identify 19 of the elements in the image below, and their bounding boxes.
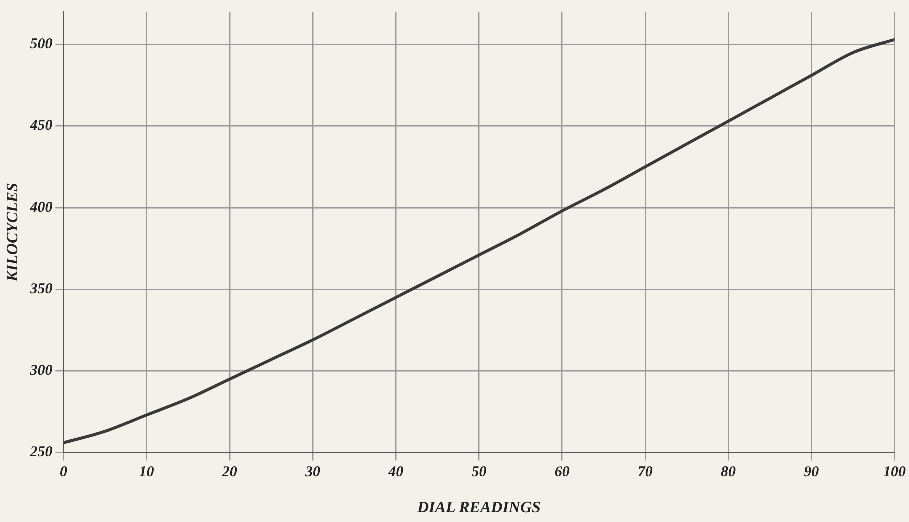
y-tick-label: 450 [29, 118, 54, 134]
x-tick-label: 10 [139, 464, 155, 481]
x-tick-label: 20 [221, 464, 238, 481]
x-axis-title: DIAL READINGS [416, 500, 542, 517]
x-tick-label: 40 [388, 464, 404, 481]
y-tick-label: 400 [29, 200, 54, 216]
y-axis-title: KILOCYCLES [4, 182, 22, 283]
y-tick-label: 500 [30, 36, 54, 53]
x-tick-label: 60 [554, 464, 570, 481]
x-tick-label: 0 [60, 464, 68, 481]
y-tick-label: 350 [29, 281, 54, 298]
x-tick-label: 50 [472, 464, 488, 481]
x-tick-label: 90 [804, 464, 820, 481]
x-tick-label: 30 [304, 464, 322, 481]
x-tick-label: 80 [721, 464, 737, 481]
y-tick-label: 250 [29, 444, 54, 461]
x-tick-label: 70 [638, 464, 654, 481]
y-tick-label: 300 [29, 363, 54, 380]
x-tick-label: 100 [884, 464, 906, 481]
